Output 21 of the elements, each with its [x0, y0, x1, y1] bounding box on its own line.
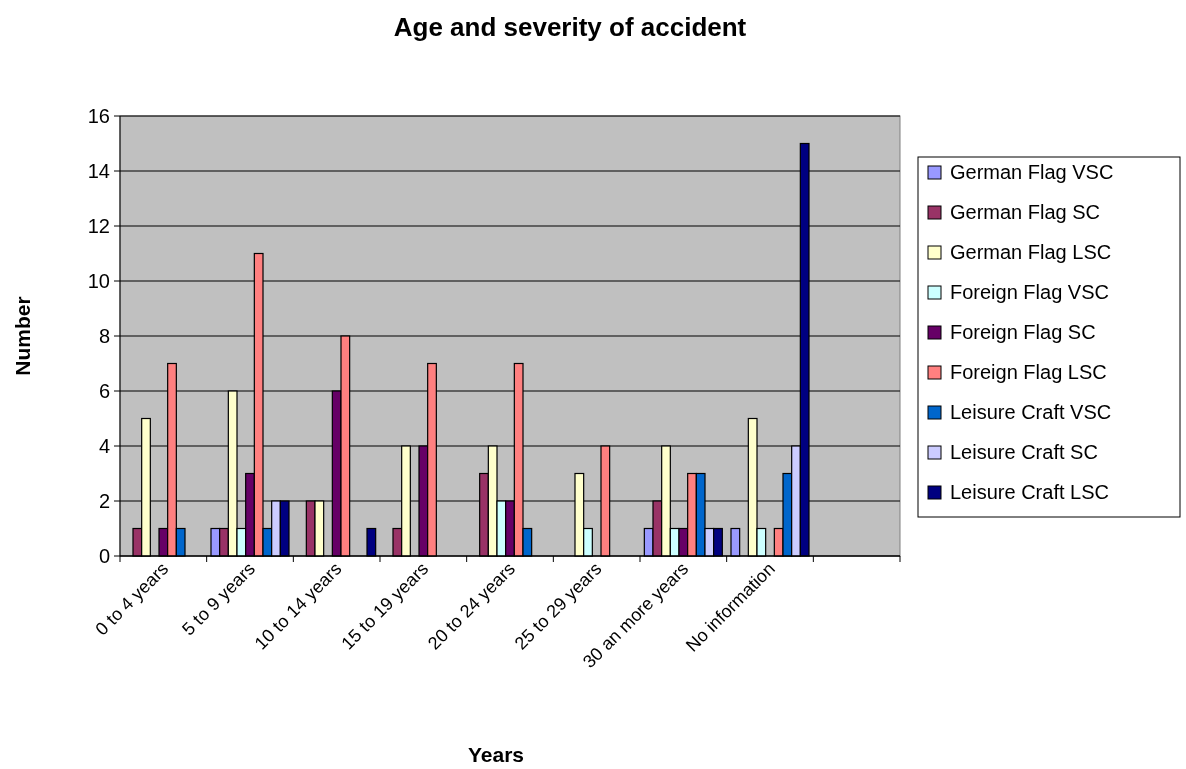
y-tick-label: 16: [87, 105, 110, 127]
legend-label: Foreign Flag VSC: [950, 281, 1109, 303]
chart-title: Age and severity of accident: [393, 12, 747, 42]
y-tick-label: 0: [98, 545, 110, 567]
legend-label: Leisure Craft VSC: [950, 401, 1112, 423]
y-tick-label: 2: [98, 490, 110, 512]
legend-label: German Flag SC: [950, 201, 1101, 223]
legend-label: Leisure Craft LSC: [950, 481, 1109, 503]
y-tick-label: 6: [98, 380, 110, 402]
y-tick-label: 4: [98, 435, 110, 457]
y-tick-label: 14: [87, 160, 110, 182]
y-tick-label: 10: [87, 270, 110, 292]
legend-label: Leisure Craft SC: [950, 441, 1098, 463]
legend-label: Foreign Flag SC: [950, 321, 1096, 343]
legend-label: Foreign Flag LSC: [950, 361, 1107, 383]
y-tick-label: 8: [98, 325, 110, 347]
legend-label: German Flag LSC: [950, 241, 1112, 263]
x-axis-title: Years: [467, 743, 525, 766]
y-axis-title: Number: [11, 296, 34, 376]
y-tick-label: 12: [87, 215, 110, 237]
legend-label: German Flag VSC: [950, 161, 1114, 183]
